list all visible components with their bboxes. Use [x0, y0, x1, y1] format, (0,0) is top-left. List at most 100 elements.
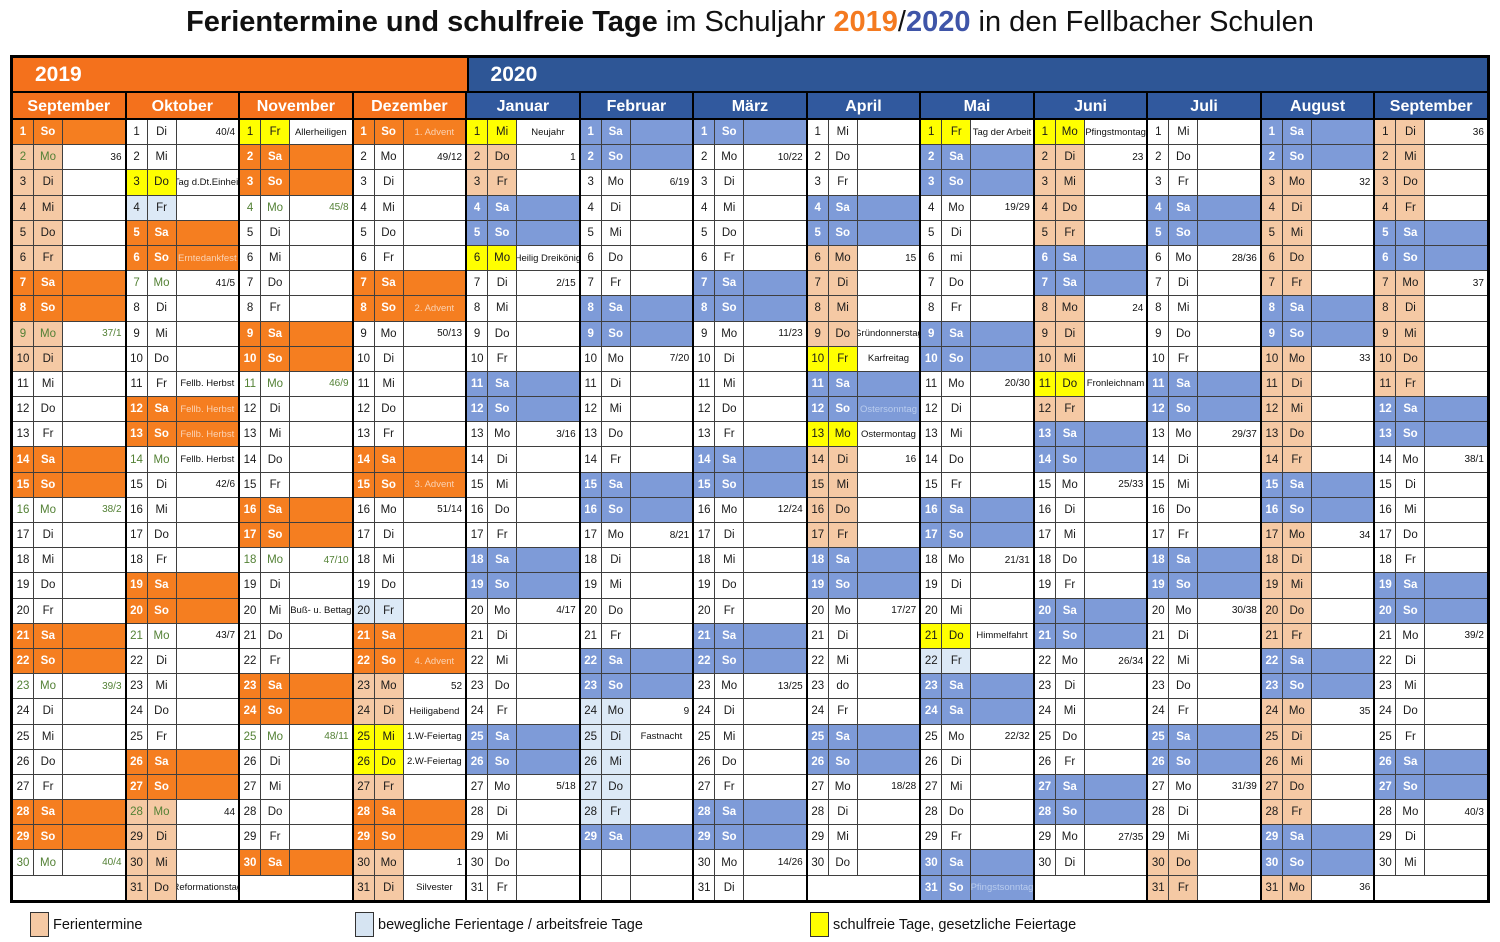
day-number-cell: 25 — [921, 724, 943, 749]
weekday-cell: Mo — [488, 422, 518, 447]
weekday-cell: Fr — [34, 422, 63, 447]
weekday-cell: Fr — [488, 523, 518, 548]
note-cell — [290, 246, 352, 270]
weekday-cell: Do — [1169, 674, 1199, 699]
day-number-cell: 10 — [694, 346, 716, 371]
day-number-cell: 24 — [127, 699, 148, 724]
day-row: 25 Sa — [467, 724, 579, 750]
day-row: 3 Do Tag d.Dt.Einheit — [126, 170, 239, 196]
day-row: 19 Sa — [1375, 573, 1487, 599]
weekday-cell: Mo — [1282, 170, 1312, 195]
note-cell — [63, 573, 125, 597]
note-cell: Pfingstmontag — [1085, 126, 1146, 138]
day-row: 22 Mi — [467, 648, 579, 675]
weekday-cell: Di — [488, 271, 518, 296]
day-number-cell: 12 — [354, 397, 375, 422]
day-row: 16 Di — [1034, 497, 1147, 523]
weekday-cell: Mi — [829, 825, 858, 850]
day-row: 11 Mi — [694, 371, 806, 398]
weekday-cell: So — [261, 170, 291, 195]
day-number-cell: 17 — [127, 523, 148, 548]
note-cell — [1198, 296, 1260, 320]
weekday-cell: Fr — [1169, 523, 1199, 548]
note-cell — [744, 372, 806, 396]
weekday-cell: Di — [829, 800, 858, 825]
note-cell — [63, 221, 125, 245]
weekday-cell: Di — [261, 573, 291, 598]
day-number-cell: 24 — [1375, 699, 1397, 724]
month-column-märz-6: März 1 So 2 Mo 10/22 3 Di 4 Mi 5 Do 6 Fr 7 Sa 8 So 9 Mo 11/2… — [694, 93, 808, 900]
day-row: 15 So — [13, 472, 125, 498]
weekday-cell: Mo — [1055, 120, 1085, 145]
day-number-cell: 25 — [467, 724, 489, 749]
weekday-cell: Mi — [829, 648, 858, 674]
weekday-cell: Sa — [34, 447, 63, 472]
note-cell — [971, 170, 1033, 195]
day-number-cell: 17 — [1261, 523, 1283, 548]
note-cell — [63, 196, 125, 220]
day-row: 24 Mo 9 — [580, 699, 693, 725]
day-number-cell: 11 — [921, 371, 943, 397]
day-number-cell: 24 — [580, 699, 602, 724]
note-cell — [176, 774, 239, 800]
weekday-cell: Mo — [375, 321, 404, 346]
note-cell — [517, 347, 579, 371]
note-cell — [1425, 473, 1487, 497]
day-number-cell: 6 — [1261, 245, 1283, 271]
day-row: 8 Mi — [467, 296, 579, 322]
note-cell — [971, 775, 1033, 799]
day-number-cell: 20 — [353, 598, 375, 623]
note-cell — [1085, 322, 1147, 346]
day-row: 3 Mo 6/19 — [580, 170, 693, 196]
weekday-cell: Di — [1396, 120, 1426, 145]
weekday-cell: Fr — [1056, 749, 1085, 774]
day-number-cell: 24 — [353, 699, 375, 724]
day-number-cell: 6 — [13, 245, 34, 271]
day-row: 28 Di — [467, 800, 579, 826]
month-days: 1 Mi 2 Do 3 Fr 4 Sa 5 So 6 Mo 15 7 Di 8 Mi 9 Do Gründonners… — [807, 120, 920, 900]
note-cell — [290, 221, 352, 245]
note-cell — [971, 397, 1033, 421]
note-cell — [517, 397, 579, 422]
note-cell: Fellb. Herbst — [180, 454, 235, 466]
note-cell: Reformationstag — [177, 882, 239, 894]
weekday-cell: Sa — [942, 497, 972, 522]
day-row: 27 Do — [1261, 774, 1374, 801]
note-cell — [1311, 674, 1374, 699]
day-number-cell: 26 — [694, 749, 716, 774]
day-number-cell: 31 — [353, 875, 375, 900]
day-row: 2 Do — [1148, 145, 1260, 171]
day-number-cell: 27 — [240, 774, 262, 800]
day-row: 10 Fr Karfreitag — [807, 346, 920, 372]
day-row: 10 Di — [694, 346, 806, 372]
note-cell — [177, 498, 239, 522]
weekday-cell: So — [1055, 623, 1085, 648]
note-cell — [858, 473, 920, 497]
weekday-cell: Fr — [602, 271, 631, 296]
note-cell: 9 — [683, 705, 690, 717]
day-row: 29 Mi — [807, 825, 920, 851]
note-cell — [177, 674, 239, 698]
day-row: 2 Mo 36 — [13, 145, 125, 171]
weekday-cell: Mo — [374, 674, 404, 699]
month-column-dezember-3: Dezember 1 So 1. Advent 2 Mo 49/12 3 Di 4 Mi 5 Do 6 Fr… — [353, 93, 468, 900]
weekday-cell: Fr — [1282, 800, 1312, 825]
day-row: 31DoReformationstag — [126, 875, 239, 900]
weekday-cell: Do — [1396, 699, 1426, 724]
note-cell: 2. Advent — [403, 296, 466, 321]
weekday-cell: Sa — [1396, 220, 1426, 245]
note-cell — [1425, 145, 1487, 169]
note-cell — [1312, 599, 1374, 623]
day-row: 11 Di — [1261, 371, 1374, 398]
note-cell — [1425, 498, 1487, 522]
day-row: 30 Sa — [240, 850, 352, 876]
day-number-cell: 6 — [467, 245, 489, 271]
day-number-cell: 19 — [1148, 573, 1170, 598]
weekday-cell: Mo — [261, 548, 291, 573]
day-number-cell: 10 — [1034, 346, 1056, 371]
day-row — [1375, 876, 1487, 900]
day-number-cell: 23 — [467, 674, 489, 699]
legend-item-0: Ferientermine — [30, 912, 142, 937]
note-cell — [517, 548, 579, 573]
day-number-cell: 27 — [921, 774, 943, 800]
